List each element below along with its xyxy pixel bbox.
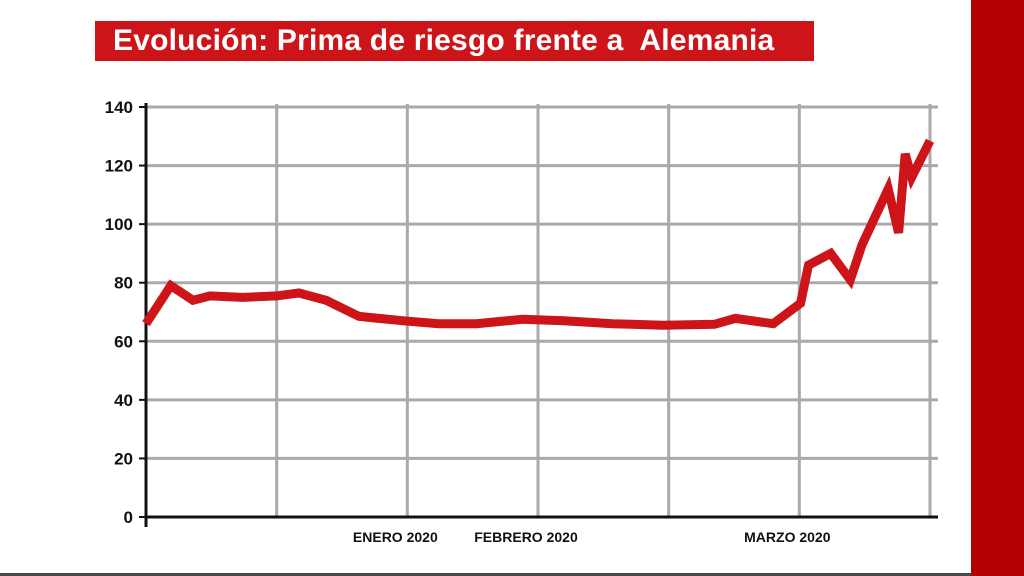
chart-title: Evolución: Prima de riesgo frente a Alem…	[113, 24, 775, 57]
axes	[139, 103, 938, 527]
y-tick-label: 120	[105, 157, 133, 176]
x-tick-label: ENERO 2020	[353, 529, 438, 545]
x-tick-label: MARZO 2020	[744, 529, 831, 545]
y-axis-tick-labels: 0 20 40 60 80 100 120 140	[105, 98, 133, 527]
y-tick-label: 0	[124, 508, 133, 527]
chart-title-banner: Evolución: Prima de riesgo frente a Alem…	[95, 21, 814, 61]
y-tick-label: 20	[114, 449, 133, 468]
y-tick-label: 140	[105, 98, 133, 117]
line-chart: 0 20 40 60 80 100 120 140 ENERO 2020 FEBRERO 202…	[105, 98, 938, 545]
y-tick-label: 40	[114, 391, 133, 410]
grid	[146, 104, 938, 517]
y-tick-label: 60	[114, 332, 133, 351]
y-tick-label: 80	[114, 274, 133, 293]
y-tick-label: 100	[105, 215, 133, 234]
x-axis-tick-labels: ENERO 2020 FEBRERO 2020 MARZO 2020	[353, 529, 831, 545]
series	[142, 138, 935, 330]
side-accent-bar	[971, 0, 1024, 576]
bottom-strip	[0, 573, 971, 576]
x-tick-label: FEBRERO 2020	[474, 529, 578, 545]
series-line	[142, 138, 935, 330]
